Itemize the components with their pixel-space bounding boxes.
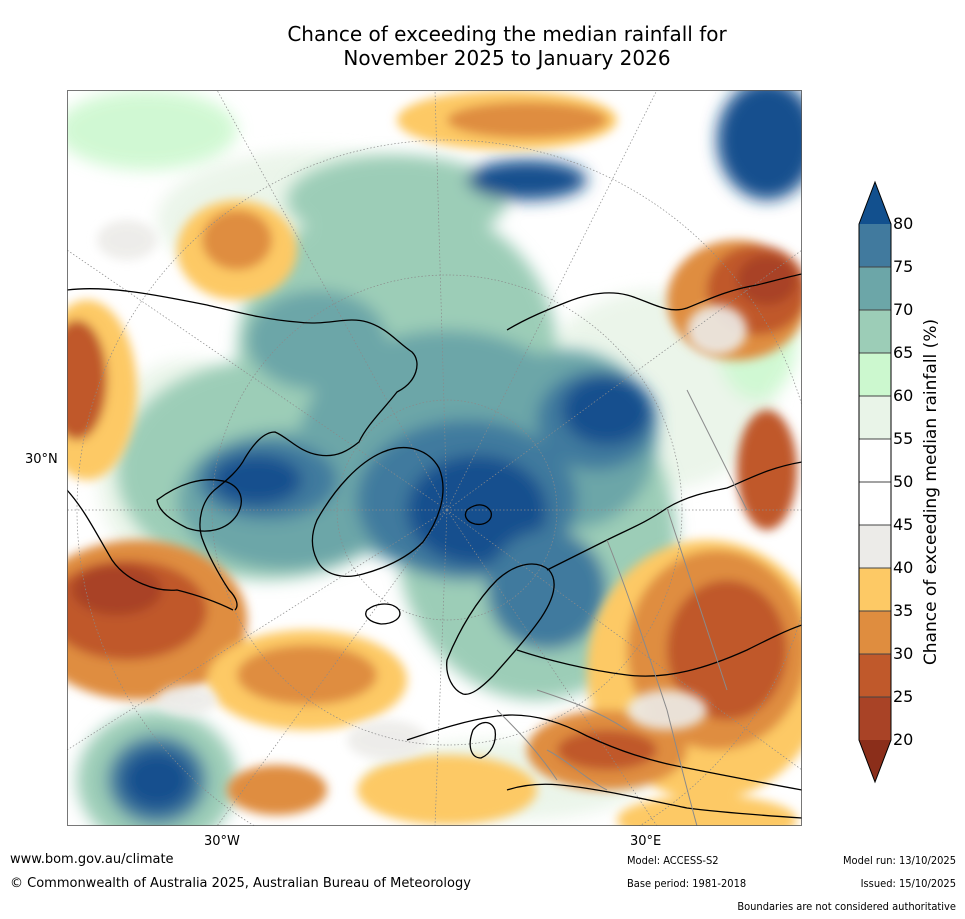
colorbar-tick-label: 45	[893, 515, 914, 534]
footer-base-period: Base period: 1981-2018	[627, 877, 747, 890]
colorbar-bin-60-65	[859, 353, 891, 397]
colorbar-tick-label: 20	[893, 730, 914, 749]
title-line-1: Chance of exceeding the median rainfall …	[287, 22, 727, 46]
colorbar-tick-label: 75	[893, 257, 914, 276]
footer-issued: Issued: 15/10/2025	[860, 877, 956, 890]
colorbar-tick-label: 35	[893, 601, 914, 620]
footer-disclaimer: Boundaries are not considered authoritat…	[737, 900, 956, 913]
colorbar-bin-25-30	[859, 654, 891, 698]
colorbar	[858, 180, 892, 784]
colorbar-bin-20-25	[859, 697, 891, 741]
map-canvas	[67, 90, 802, 826]
colorbar-bin-<20	[859, 740, 891, 782]
region-wet	[77, 90, 802, 826]
footer-copyright: © Commonwealth of Australia 2025, Austra…	[10, 876, 471, 891]
country-boundaries	[496, 389, 748, 826]
colorbar-bin-80+	[859, 182, 891, 224]
lon-label-30w: 30°W	[204, 834, 240, 849]
lat-label-30n: 30°N	[25, 452, 58, 467]
colorbar-bin-35-40	[859, 568, 891, 612]
colorbar-bin-55-60	[859, 396, 891, 440]
colorbar-tick-label: 55	[893, 429, 914, 448]
graticule	[67, 90, 802, 826]
chart-title: Chance of exceeding the median rainfall …	[0, 22, 965, 70]
colorbar-title: Chance of exceeding median rainfall (%)	[921, 318, 941, 666]
coastlines	[67, 273, 802, 819]
region-neutral-grey	[97, 220, 747, 760]
region-dry	[67, 90, 802, 826]
footer-website: www.bom.gov.au/climate	[10, 852, 174, 867]
colorbar-tick-label: 30	[893, 644, 914, 663]
colorbar-tick-label: 60	[893, 386, 914, 405]
footer-model: Model: ACCESS-S2	[627, 854, 719, 867]
colorbar-tick-label: 65	[893, 343, 914, 362]
colorbar-bin-75-80	[859, 224, 891, 268]
colorbar-tick-label: 50	[893, 472, 914, 491]
colorbar-tick-label: 40	[893, 558, 914, 577]
colorbar-bin-50-55	[859, 439, 891, 483]
probability-map	[67, 90, 802, 826]
colorbar-bin-65-70	[859, 310, 891, 354]
colorbar-tick-label: 70	[893, 300, 914, 319]
colorbar-tick-label: 25	[893, 687, 914, 706]
footer-model-run: Model run: 13/10/2025	[843, 854, 956, 867]
lon-label-30e: 30°E	[630, 834, 662, 849]
colorbar-bin-40-45	[859, 525, 891, 569]
colorbar-tick-label: 80	[893, 214, 914, 233]
colorbar-bin-30-35	[859, 611, 891, 655]
colorbar-bin-70-75	[859, 267, 891, 311]
title-line-2: November 2025 to January 2026	[343, 46, 671, 70]
colorbar-bin-45-50	[859, 482, 891, 526]
